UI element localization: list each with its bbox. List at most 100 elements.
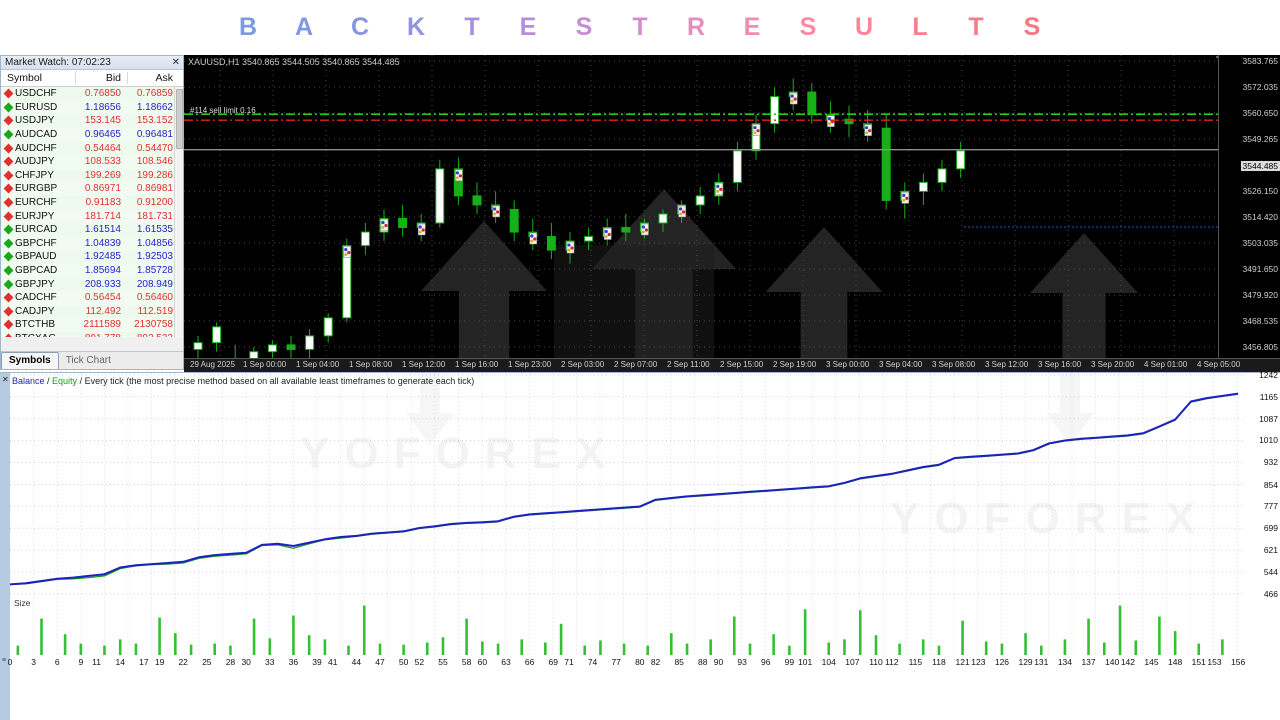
trade-number-tick: 74 [587,657,598,667]
market-watch-row[interactable]: USDCHF 0.76850 0.76859 [1,87,183,101]
time-axis-tick: 1 Sep 04:00 [296,360,340,369]
candlestick-chart: #114 sell limit 0.16 [184,55,1280,372]
trade-number-tick: 25 [202,657,212,667]
symbol-name: AUDCAD [15,129,58,141]
market-watch-row[interactable]: CHFJPY 199.269 199.286 [1,168,183,183]
price-axis-tick: 3479.920 [1242,290,1278,300]
market-watch-row[interactable]: AUDCAD 0.96465 0.96481 [1,127,183,142]
bid-cell: 181.714 [84,210,121,222]
page-title-letter: S [575,13,593,41]
page-title-letter: A [294,13,314,41]
ask-cell: 208.949 [136,278,173,290]
close-icon[interactable]: ✕ [2,375,9,384]
trade-number-tick: 110 [869,657,883,667]
direction-arrow-icon [3,292,14,303]
trade-number-x-axis: ≡ 0 3 6 9 11 14 17 19 22 25 28 30 33 36 39 41 44 47 50 52 55 5… [2,655,1246,675]
time-axis-tick: 2 Sep 15:00 [720,360,764,369]
trade-number-tick: 17 [139,657,149,667]
trade-number-tick: 121 [955,657,970,667]
market-watch-row[interactable]: EURUSD 1.18656 1.18662 [1,100,183,115]
ask-cell: 108.546 [136,156,173,168]
trade-number-tick: 39 [312,657,322,667]
report-close-bar[interactable]: ✕ [0,373,10,720]
trade-number-tick: 156 [1231,657,1246,667]
market-watch-row[interactable]: AUDCHF 0.54464 0.54470 [1,141,183,155]
market-watch-row[interactable]: GBPJPY 208.933 208.949 [1,277,183,291]
time-axis[interactable]: 29 Aug 2025 1 Sep 00:00 1 Sep 04:00 1 Sep 0… [184,358,1280,372]
symbol-cell: EURCHF [1,197,75,208]
ask-cell: 112.519 [137,305,173,317]
market-watch-row[interactable]: BTCXAG 891.778892.522 [1,331,183,337]
bid-cell: 1.92485 [84,251,121,263]
ask-cell: 1.85728 [136,265,173,277]
market-watch-row[interactable]: GBPCAD 1.85694 1.85728 [1,263,183,278]
ask-cell: 181.731 [136,210,173,222]
ask-cell: 153.152 [136,115,173,127]
trade-number-tick: 85 [674,657,684,667]
bid-cell: 0.96465 [84,129,121,141]
trade-number-tick: 137 [1081,657,1096,667]
bid-cell: 0.91183 [85,197,121,209]
time-axis-tick: 4 Sep 05:00 [1197,360,1241,369]
page-title-letter: T [464,13,480,41]
bid-cell: 112.492 [85,305,121,317]
bid-cell: 0.76850 [84,88,121,100]
column-header-symbol[interactable]: Symbol [7,72,43,84]
direction-arrow-icon [3,265,14,276]
market-watch-row[interactable]: EURCAD 1.61514 1.61535 [1,222,183,237]
scrollbar-thumb[interactable] [176,89,183,149]
time-axis-tick: 2 Sep 07:00 [614,360,658,369]
bid-cell: 153.145 [84,115,121,127]
market-watch-row[interactable]: CADCHF 0.56454 0.56460 [1,290,183,305]
market-watch-row[interactable]: CADJPY 112.492 112.519 [1,304,183,319]
backtest-report-panel: ✕ Balance / Equity / Every tick (the mos… [0,370,1280,720]
column-header-bid[interactable]: Bid [75,72,127,84]
size-axis-label: Size [14,598,31,608]
trade-number-tick: 140 [1105,657,1120,667]
symbol-name: USDCHF [15,88,57,100]
trade-number-tick: 115 [908,657,923,667]
column-header-ask[interactable]: Ask [127,72,179,84]
trade-number-tick: 104 [821,657,836,667]
trade-number-tick: 36 [288,657,299,667]
market-watch-header-row: Symbol Bid Ask [1,70,183,87]
ask-cell: 1.92503 [136,251,173,263]
market-watch-tab-symbols[interactable]: Symbols [1,352,59,369]
direction-arrow-icon [3,116,14,126]
trade-number-tick: 88 [698,657,708,667]
trade-number-tick: 118 [932,657,946,667]
market-watch-tab-tick-chart[interactable]: Tick Chart [65,355,111,366]
price-axis[interactable]: 3583.7653572.0353560.6503549.2653537.535… [1218,55,1280,372]
market-watch-row[interactable]: EURCHF 0.91183 0.91200 [1,195,183,210]
page-title-letter: T [968,13,984,41]
symbol-name: AUDCHF [15,142,57,154]
market-watch-row[interactable]: AUDJPY 108.533 108.546 [1,154,183,169]
bid-cell: 2111589 [83,319,121,331]
market-watch-row[interactable]: GBPCHF 1.04839 1.04856 [1,236,183,251]
equity-axis-tick: 932 [1263,457,1278,468]
equity-axis-tick: 1087 [1259,413,1278,424]
legend-method-label: Every tick (the most precise method base… [84,376,475,386]
market-watch-row[interactable]: GBPAUD 1.92485 1.92503 [1,250,183,264]
market-watch-tabs: Symbols Tick Chart [1,351,183,369]
market-watch-row[interactable]: USDJPY 153.145 153.152 [1,114,183,128]
axis-menu-icon[interactable]: ≡ [2,657,7,664]
market-watch-row[interactable]: BTCTHB 2111589 2130758 [1,318,183,332]
current-price-badge: 3544.485 [1240,161,1280,171]
price-axis-tick: 3583.765 [1242,56,1278,66]
close-icon[interactable]: ✕ [171,57,180,68]
price-chart-panel[interactable]: XAUUSD,H1 3540.865 3544.505 3540.865 354… [184,55,1280,372]
page-title-letter: K [406,13,426,41]
bid-cell: 1.61514 [84,224,121,236]
market-watch-row[interactable]: EURJPY 181.714 181.731 [1,209,183,223]
time-axis-tick: 3 Sep 12:00 [985,360,1029,369]
page-title-letter: S [1023,13,1041,41]
market-watch-scrollbar[interactable] [174,87,183,337]
equity-axis-tick: 621 [1263,545,1278,556]
symbol-cell: AUDJPY [1,156,75,167]
market-watch-row[interactable]: EURGBP 0.86971 0.86981 [1,182,183,196]
symbol-cell: GBPAUD [1,251,75,262]
trade-number-tick: 3 [31,657,36,667]
